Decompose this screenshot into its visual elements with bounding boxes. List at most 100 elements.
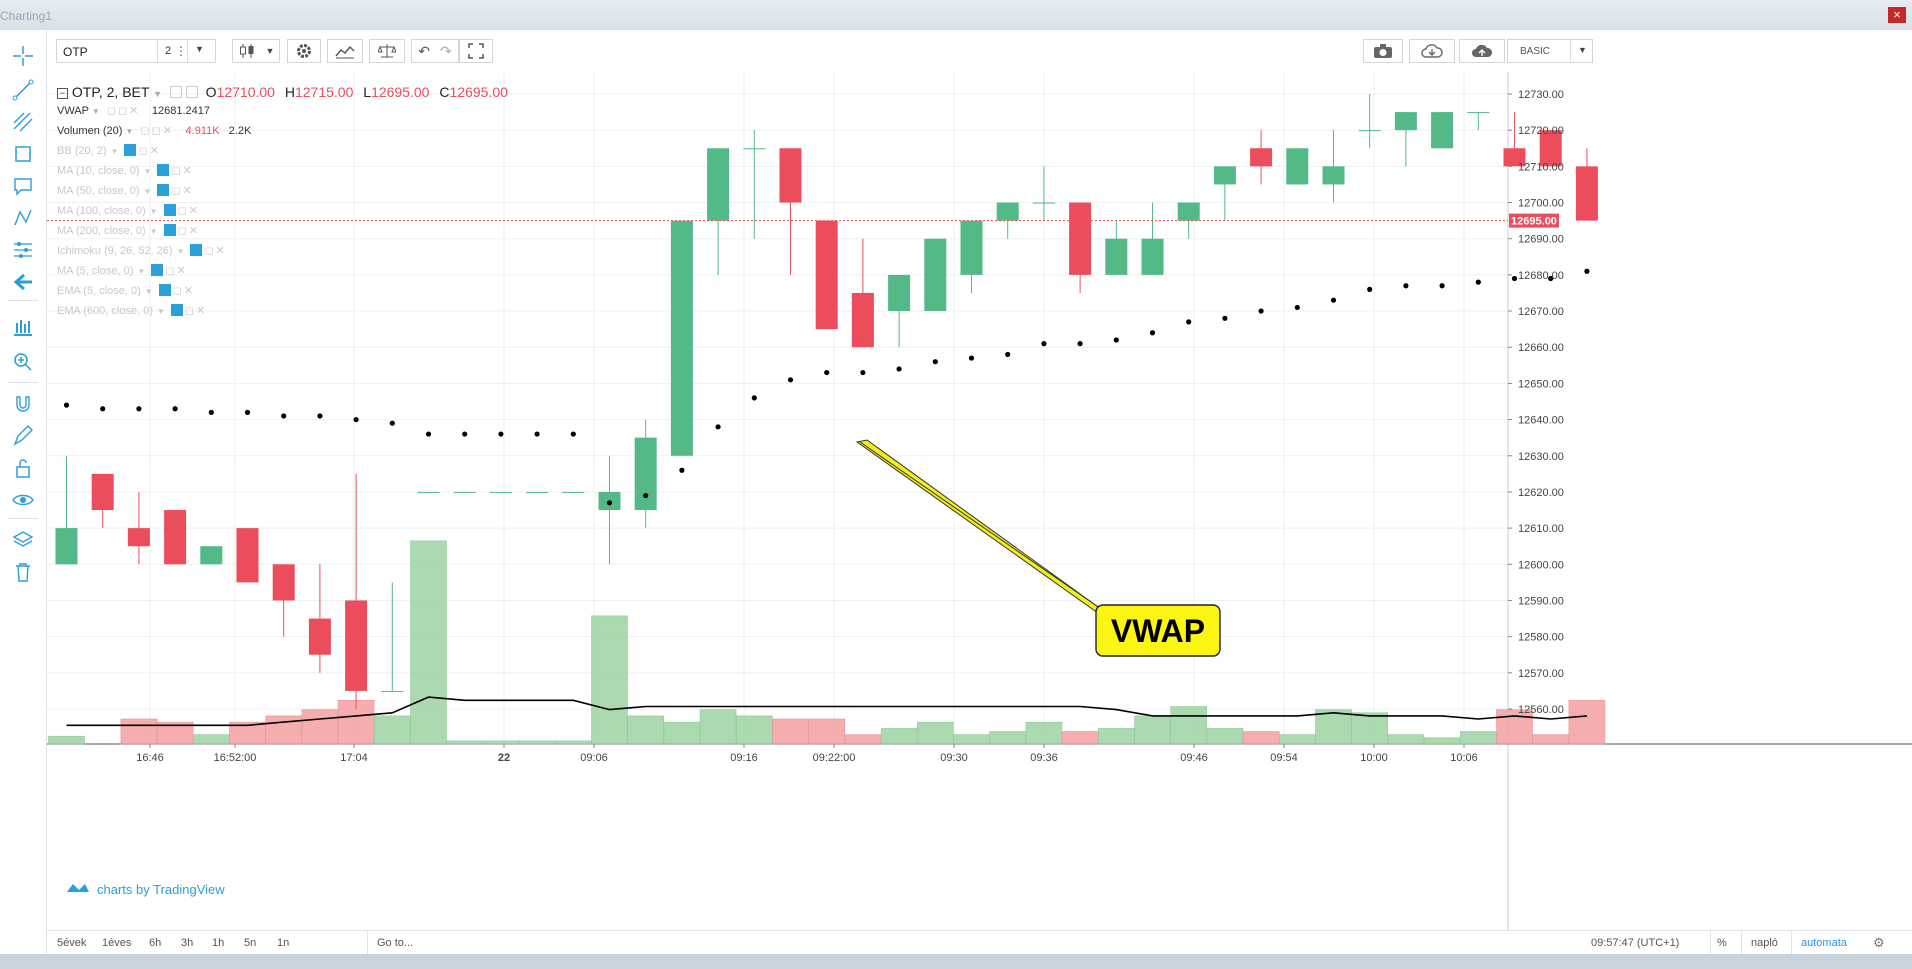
candle-body[interactable] [1177, 202, 1200, 221]
legend-controls[interactable]: ◻✕ [165, 265, 188, 277]
gear-icon[interactable]: ⚙ [1873, 935, 1885, 950]
pattern-tool-icon[interactable] [9, 204, 37, 232]
redo-icon[interactable]: ↷ [440, 42, 452, 59]
price-chart[interactable]: 12695.00 12560.00 12570.00 12580.00 12590.0… [47, 72, 1912, 930]
range-button[interactable]: 5évek [57, 937, 87, 949]
chevron-down-icon[interactable]: ▼ [195, 44, 204, 54]
eye-off-icon[interactable] [163, 204, 176, 216]
compare-button[interactable] [369, 39, 405, 63]
candle-body[interactable] [200, 546, 223, 565]
legend-controls[interactable]: ◻✕ [138, 145, 161, 157]
candle-body[interactable] [55, 528, 78, 565]
trend-line-icon[interactable] [9, 76, 37, 104]
candle-body[interactable] [1250, 148, 1273, 167]
candle-body[interactable] [1213, 166, 1236, 185]
collapse-icon[interactable]: − [57, 88, 68, 99]
chevron-down-icon[interactable]: ▼ [153, 89, 162, 99]
symbol-input[interactable]: OTP [63, 45, 88, 59]
eye-icon[interactable] [169, 86, 182, 98]
fullscreen-button[interactable] [459, 39, 493, 63]
undo-icon[interactable]: ↶ [418, 42, 430, 59]
chevron-down-icon[interactable]: ▼ [149, 207, 158, 216]
eye-off-icon[interactable] [151, 264, 164, 276]
legend-controls[interactable]: ◻◻✕ [140, 125, 174, 137]
candle-body[interactable] [417, 491, 440, 493]
eye-off-icon[interactable] [190, 244, 203, 256]
candle-body[interactable] [345, 600, 368, 691]
candle-body[interactable] [164, 510, 187, 565]
candle-body[interactable] [236, 528, 259, 583]
eye-off-icon[interactable] [170, 304, 183, 316]
layout-mode-button[interactable]: BASIC ▼ [1507, 39, 1593, 63]
candle-body[interactable] [1141, 238, 1164, 275]
chevron-down-icon[interactable]: ▼ [149, 227, 158, 236]
candle-body[interactable] [1069, 202, 1092, 275]
candle-body[interactable] [779, 148, 802, 203]
chart-type-button[interactable]: ▼ [232, 39, 280, 63]
candle-body[interactable] [851, 292, 874, 348]
chevron-down-icon[interactable]: ▼ [125, 127, 134, 136]
eye-off-icon[interactable] [163, 224, 176, 236]
legend-controls[interactable]: ◻✕ [172, 285, 196, 297]
candle-body[interactable] [1032, 202, 1055, 204]
candle-body[interactable] [1575, 166, 1598, 221]
eye-off-icon[interactable] [157, 164, 170, 176]
chevron-down-icon[interactable]: ▼ [91, 107, 100, 116]
range-button[interactable]: 1éves [102, 937, 132, 949]
candle-body[interactable] [924, 238, 947, 312]
range-button[interactable]: 1n [277, 937, 290, 949]
candle-body[interactable] [1467, 112, 1490, 114]
legend-controls[interactable]: ◻✕ [177, 225, 200, 237]
chevron-down-icon[interactable]: ▼ [143, 187, 152, 196]
prediction-tool-icon[interactable] [9, 236, 37, 264]
candle-body[interactable] [888, 274, 911, 312]
legend-controls[interactable]: ◻◻✕ [106, 105, 141, 117]
candle-body[interactable] [526, 491, 549, 493]
candle-body[interactable] [1394, 112, 1417, 131]
draw-mode-icon[interactable] [9, 422, 37, 450]
auto-scale-toggle[interactable]: automata [1801, 937, 1847, 949]
candle-body[interactable] [453, 491, 476, 493]
candle-body[interactable] [381, 690, 404, 692]
callout-icon[interactable] [9, 172, 37, 200]
crosshair-icon[interactable] [9, 42, 37, 70]
candle-body[interactable] [743, 148, 766, 150]
candle-body[interactable] [91, 473, 114, 511]
candle-body[interactable] [1539, 130, 1562, 167]
annotation-box[interactable] [1095, 604, 1221, 657]
chevron-down-icon[interactable]: ▼ [110, 147, 119, 156]
chart-pane[interactable]: 12695.00 12560.00 12570.00 12580.00 12590.0… [47, 72, 1912, 930]
settings-button[interactable] [287, 39, 321, 63]
gear-icon[interactable] [185, 86, 198, 98]
indicators-button[interactable] [327, 39, 363, 63]
fib-tool-icon[interactable] [9, 108, 37, 136]
legend-controls[interactable]: ◻✕ [184, 305, 208, 317]
candle-body[interactable] [562, 491, 585, 493]
range-button[interactable]: 5n [244, 937, 257, 949]
range-button[interactable]: 1h [212, 937, 225, 949]
candle-body[interactable] [272, 564, 295, 601]
eye-off-icon[interactable] [157, 184, 170, 196]
goto-button[interactable]: Go to... [377, 937, 414, 949]
eye-icon[interactable] [9, 486, 37, 514]
candle-body[interactable] [815, 220, 838, 330]
candle-body[interactable] [308, 618, 331, 655]
layers-icon[interactable] [9, 526, 37, 554]
trash-icon[interactable] [9, 558, 37, 586]
legend-controls[interactable]: ◻✕ [171, 185, 194, 197]
chevron-down-icon[interactable]: ▼ [176, 247, 185, 256]
candle-body[interactable] [1105, 238, 1128, 275]
magnet-icon[interactable] [9, 390, 37, 418]
candle-body[interactable] [1286, 148, 1309, 185]
lock-icon[interactable] [9, 454, 37, 482]
eye-off-icon[interactable] [158, 284, 171, 296]
save-chart-button[interactable] [1459, 39, 1505, 63]
indicators-icon[interactable] [9, 312, 37, 340]
log-toggle[interactable]: napló [1751, 937, 1778, 949]
candle-body[interactable] [707, 148, 730, 221]
load-chart-button[interactable] [1409, 39, 1455, 63]
symbol-search[interactable]: OTP 2 ⋮ ▼ [56, 39, 216, 63]
candle-body[interactable] [489, 491, 512, 493]
range-button[interactable]: 6h [149, 937, 162, 949]
shape-rectangle-icon[interactable] [9, 140, 37, 168]
